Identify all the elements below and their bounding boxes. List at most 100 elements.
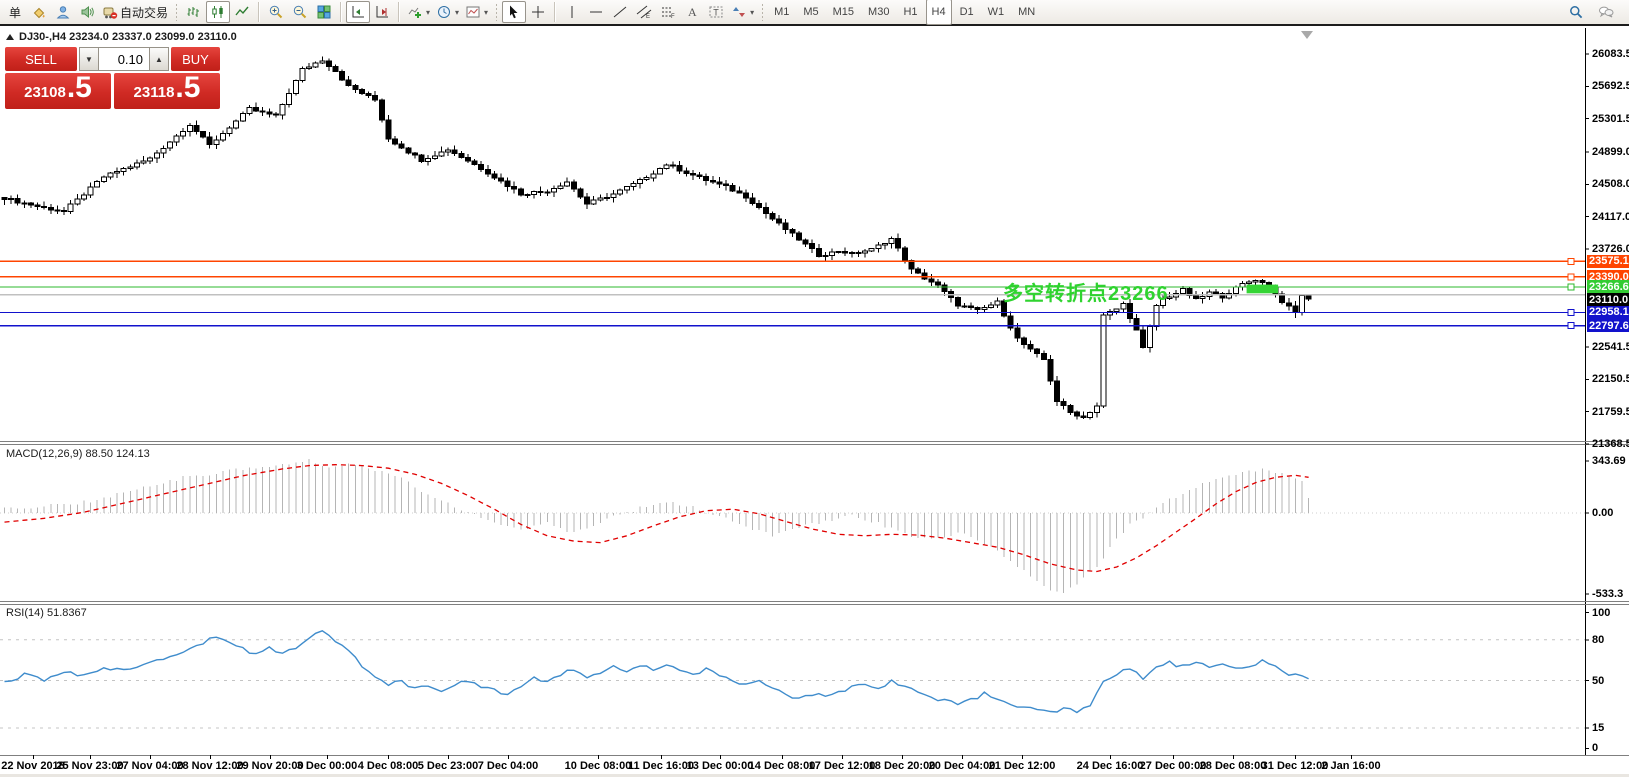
tf-button-M5[interactable]: M5 bbox=[803, 6, 819, 18]
autotrading-icon bbox=[103, 7, 118, 19]
dropdown-arrow-icon[interactable]: ▾ bbox=[455, 7, 460, 17]
candlestick-chart-button[interactable] bbox=[206, 1, 231, 23]
rsi-axis-label: 100 bbox=[1592, 606, 1611, 619]
time-axis-label: 2 Jan 16:00 bbox=[1321, 760, 1381, 772]
hline-handle[interactable] bbox=[1567, 273, 1575, 281]
volume-increment-button[interactable]: ▲ bbox=[149, 47, 169, 71]
svg-text:F: F bbox=[671, 14, 675, 20]
vertical-line-button[interactable] bbox=[560, 1, 584, 23]
sell-button[interactable]: SELL bbox=[5, 47, 77, 71]
time-axis-label: 7 Dec 04:00 bbox=[477, 760, 539, 772]
auto-scroll-button[interactable] bbox=[370, 1, 394, 23]
text-button[interactable]: A bbox=[680, 1, 704, 23]
tf-button-MN[interactable]: MN bbox=[1018, 6, 1036, 18]
fibonacci-icon: F bbox=[662, 7, 675, 20]
templates-button[interactable]: ▾ bbox=[462, 1, 491, 23]
dropdown-arrow-icon[interactable]: ▾ bbox=[484, 7, 489, 17]
chat-button[interactable] bbox=[1594, 1, 1618, 23]
arrows-button[interactable]: ▾ bbox=[728, 1, 757, 23]
price-tick-label: 24899.0 bbox=[1592, 145, 1629, 158]
buy-price-tile[interactable]: 23118 .5 bbox=[114, 73, 220, 109]
dropdown-arrow-icon[interactable]: ▾ bbox=[426, 7, 431, 17]
new-order-button[interactable]: 单 bbox=[3, 1, 27, 23]
bar-chart-button[interactable] bbox=[182, 1, 206, 23]
profile-icon bbox=[56, 6, 70, 19]
channel-button[interactable]: E bbox=[632, 1, 656, 23]
crosshair-button[interactable] bbox=[526, 1, 550, 23]
speaker-icon bbox=[81, 5, 94, 19]
trendline-button[interactable] bbox=[608, 1, 632, 23]
tf-button-D1[interactable]: D1 bbox=[959, 6, 974, 18]
tile-windows-button[interactable] bbox=[312, 1, 336, 23]
time-axis-label: 4 Dec 08:00 bbox=[357, 760, 419, 772]
horizontal-lines bbox=[0, 257, 1585, 330]
zoom-in-icon bbox=[269, 5, 283, 19]
rsi-label: RSI(14) 51.8367 bbox=[6, 607, 87, 619]
text-label-button[interactable]: T bbox=[704, 1, 728, 23]
buy-button[interactable]: BUY bbox=[171, 47, 220, 71]
trendline-icon bbox=[613, 6, 627, 18]
tf-button-W1[interactable]: W1 bbox=[987, 6, 1005, 18]
tf-button-M15[interactable]: M15 bbox=[832, 6, 855, 18]
tf-button-H4[interactable]: H4 bbox=[925, 0, 952, 25]
styler-button[interactable] bbox=[27, 1, 51, 23]
toolbar-separator bbox=[554, 2, 557, 22]
tf-button-M1[interactable]: M1 bbox=[774, 6, 790, 18]
buy-button-label: BUY bbox=[182, 51, 209, 67]
rsi-axis-label: 15 bbox=[1592, 721, 1605, 734]
search-button[interactable] bbox=[1564, 1, 1588, 23]
arrow-objects-icon bbox=[733, 7, 746, 17]
line-chart-button[interactable] bbox=[230, 1, 254, 23]
arrow-up-icon: ▲ bbox=[155, 54, 163, 64]
cursor-button[interactable] bbox=[502, 1, 527, 23]
periods-button[interactable]: ▾ bbox=[433, 1, 462, 23]
toolbar: 单 自动交易 bbox=[0, 0, 1629, 26]
horizontal-line-button[interactable] bbox=[584, 1, 608, 23]
macd-histogram bbox=[4, 458, 1310, 593]
price-tick-label: 22150.5 bbox=[1592, 373, 1629, 386]
arrow-down-icon: ▼ bbox=[85, 54, 93, 64]
toolbar-grip bbox=[761, 3, 765, 21]
indicators-button[interactable]: ▾ bbox=[404, 1, 433, 23]
toolbar-grip bbox=[175, 3, 179, 21]
hline-handle[interactable] bbox=[1567, 257, 1575, 265]
time-axis-label: 25 Nov 23:00 bbox=[56, 760, 124, 772]
buy-price-main: 23118 bbox=[133, 84, 175, 101]
autotrading-button[interactable]: 自动交易 bbox=[99, 1, 171, 23]
dropdown-arrow-icon[interactable]: ▾ bbox=[750, 7, 755, 17]
highlight-rectangle[interactable] bbox=[1246, 284, 1279, 294]
hline-handle[interactable] bbox=[1567, 309, 1575, 316]
price-tag-23575.1: 23575.1 bbox=[1587, 254, 1629, 268]
time-axis-label: 20 Dec 04:00 bbox=[928, 760, 996, 772]
chart-shift-icon bbox=[352, 6, 365, 18]
time-axis-label: 13 Dec 00:00 bbox=[686, 760, 754, 772]
one-click-collapse-arrow[interactable] bbox=[6, 34, 14, 40]
time-axis-label: 11 Dec 16:00 bbox=[627, 760, 695, 772]
chart-annotation-text[interactable]: 多空转折点23266 bbox=[1003, 283, 1169, 305]
price-tick-label: 25301.5 bbox=[1592, 112, 1629, 125]
paint-bucket-icon bbox=[33, 7, 45, 19]
zoom-out-button[interactable] bbox=[288, 1, 312, 23]
price-tag-23266.6: 23266.6 bbox=[1587, 280, 1629, 294]
hline-handle[interactable] bbox=[1567, 322, 1575, 330]
volume-decrement-button[interactable]: ▼ bbox=[79, 47, 99, 71]
chart-shift-marker[interactable] bbox=[1301, 31, 1313, 39]
news-button[interactable] bbox=[75, 1, 99, 23]
tf-button-M30[interactable]: M30 bbox=[868, 6, 890, 18]
zoom-in-button[interactable] bbox=[264, 1, 288, 23]
hline-handle[interactable] bbox=[1567, 283, 1575, 291]
chart-shift-button[interactable] bbox=[346, 1, 371, 23]
time-axis-label: 28 Dec 08:00 bbox=[1199, 760, 1267, 772]
toolbar-separator bbox=[398, 2, 401, 22]
window-bottom-edge bbox=[0, 774, 1629, 777]
tile-windows-icon bbox=[317, 5, 331, 19]
fibonacci-button[interactable]: F bbox=[656, 1, 680, 23]
volume-input[interactable]: 0.10 bbox=[99, 47, 149, 71]
sell-price-tile[interactable]: 23108 .5 bbox=[5, 73, 111, 109]
macd-signal-line bbox=[4, 464, 1309, 573]
time-axis-label: 27 Dec 00:00 bbox=[1139, 760, 1207, 772]
community-button[interactable] bbox=[51, 1, 75, 23]
tf-button-H1[interactable]: H1 bbox=[903, 6, 918, 18]
